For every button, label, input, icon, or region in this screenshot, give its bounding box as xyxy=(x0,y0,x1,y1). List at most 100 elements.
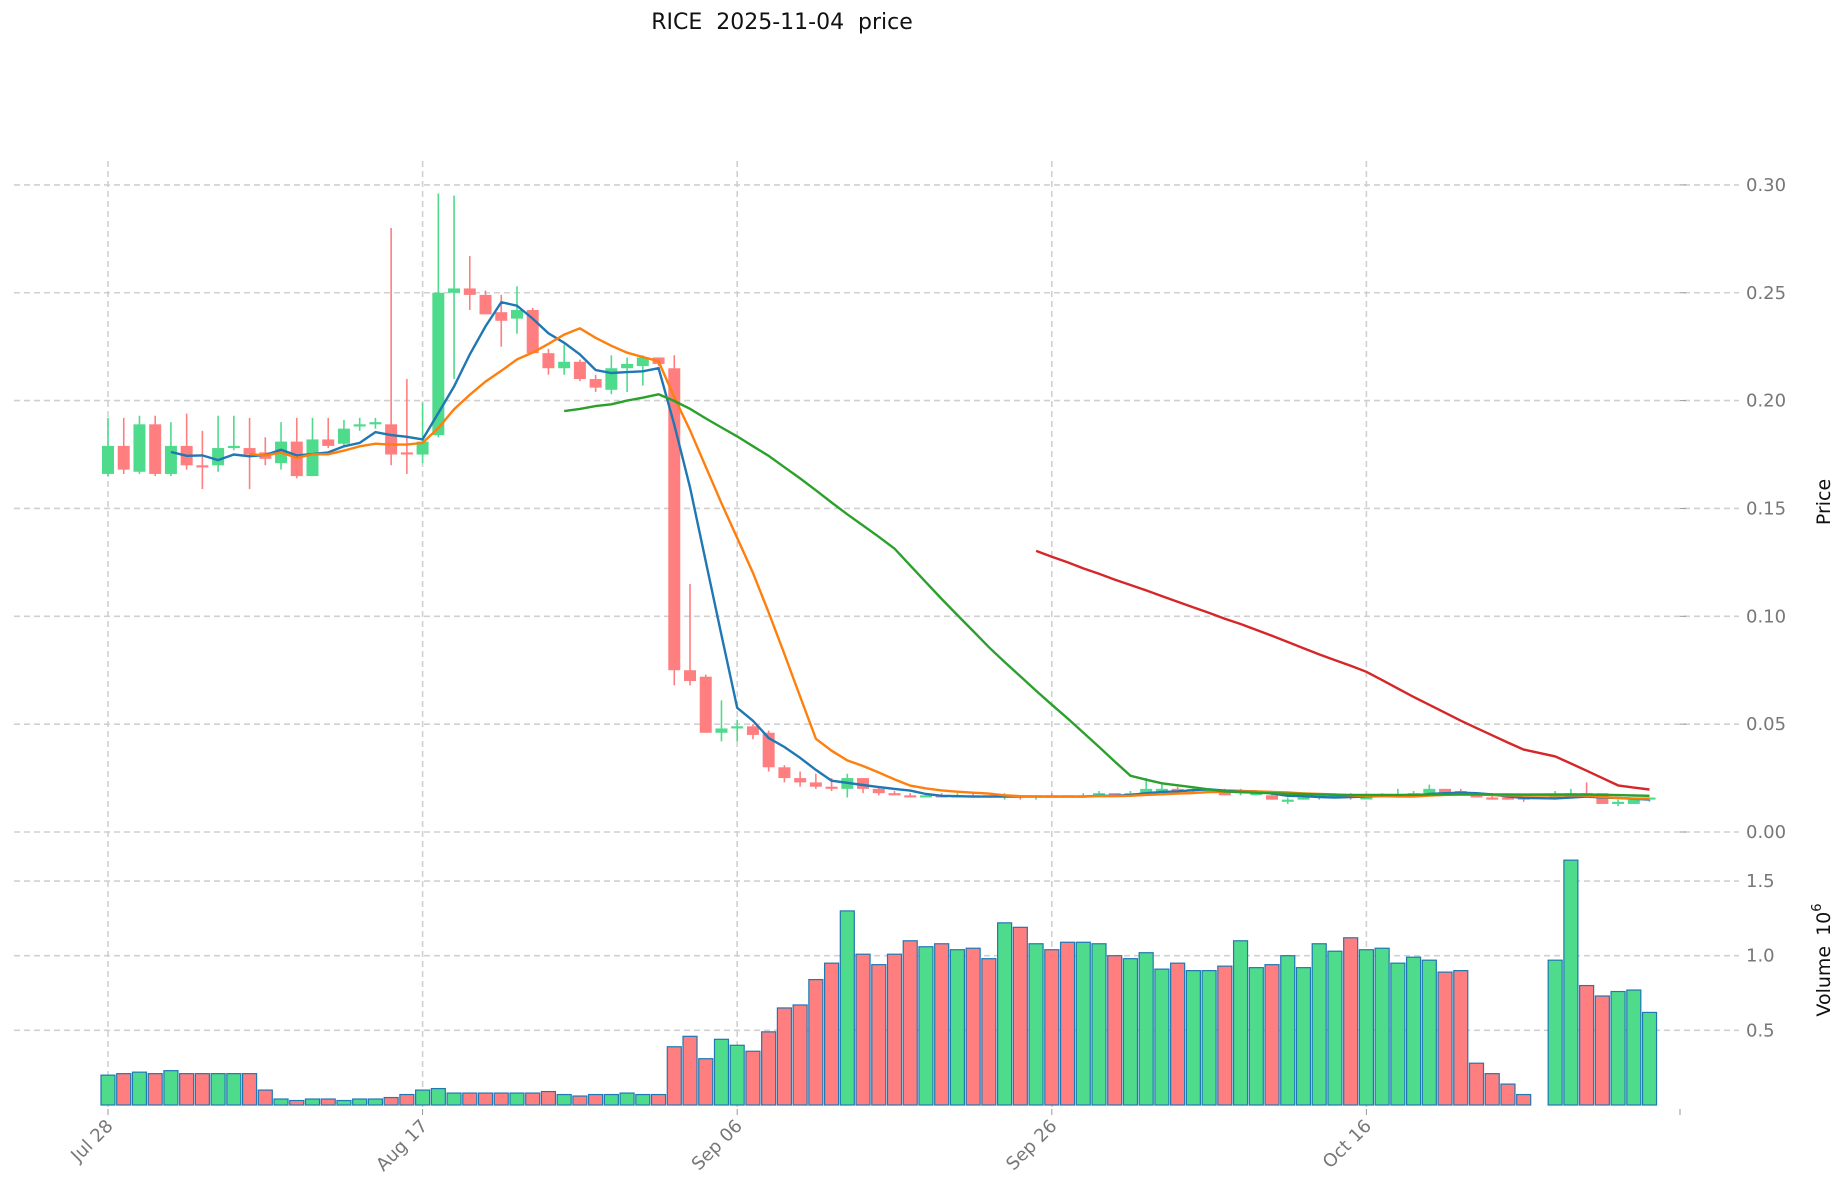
x-tick-label: Sep 06 xyxy=(688,1116,747,1175)
volume-bar xyxy=(1264,964,1280,1106)
volume-bar xyxy=(477,1092,494,1106)
volume-bar xyxy=(1563,859,1579,1106)
volume-bar xyxy=(603,1093,619,1106)
candle-body-up xyxy=(432,292,445,436)
candle-body-up xyxy=(1612,801,1625,804)
volume-tick-label: 1.5 xyxy=(1746,871,1775,892)
volume-bar xyxy=(619,1092,635,1106)
candle-body-down xyxy=(1266,795,1279,800)
candle-body-down xyxy=(479,294,492,315)
price-tick-label: 0.00 xyxy=(1746,822,1786,843)
volume-bar xyxy=(682,1035,698,1106)
candle-body-down xyxy=(117,445,130,470)
volume-bar xyxy=(525,1092,541,1106)
volume-bar xyxy=(839,910,855,1106)
candle-body-up xyxy=(164,445,177,474)
candle-body-up xyxy=(306,439,319,477)
volume-bar xyxy=(1295,967,1312,1106)
volume-bars xyxy=(100,859,1658,1106)
candle-body-up xyxy=(621,363,634,369)
candle-body-down xyxy=(385,424,398,455)
volume-bar xyxy=(131,1071,148,1106)
x-tick-label: Jul 28 xyxy=(66,1116,117,1167)
volume-bar xyxy=(147,1073,163,1106)
volume-bar xyxy=(792,1004,808,1106)
candle-body-down xyxy=(1218,791,1231,796)
volume-bar xyxy=(713,1038,730,1106)
candle-body-down xyxy=(1486,797,1499,800)
ma10-line xyxy=(249,326,1650,800)
volume-bar xyxy=(1217,965,1233,1106)
volume-bar xyxy=(1012,926,1028,1106)
volume-bar xyxy=(257,1089,273,1106)
candle-body-down xyxy=(495,312,508,321)
volume-bar xyxy=(540,1090,557,1106)
volume-bar xyxy=(1516,1093,1532,1106)
volume-bar xyxy=(1327,950,1343,1106)
volume-bar xyxy=(871,964,887,1106)
volume-bar xyxy=(1044,949,1060,1106)
volume-bar xyxy=(855,953,871,1106)
volume-bar xyxy=(1311,943,1327,1106)
volume-bar xyxy=(949,949,966,1106)
volume-bar xyxy=(1059,941,1076,1106)
volume-bar xyxy=(163,1070,179,1106)
volume-bar xyxy=(1374,947,1390,1106)
candle-body-up xyxy=(353,424,366,427)
candle-body-down xyxy=(746,726,759,735)
candle-body-down xyxy=(400,452,413,455)
volume-bar xyxy=(1075,941,1091,1106)
candle-body-down xyxy=(149,424,162,474)
candle-body-down xyxy=(762,732,775,768)
candle-body-down xyxy=(573,361,586,380)
candle-body-up xyxy=(337,428,350,444)
candle-body-down xyxy=(589,379,602,388)
candle-body-down xyxy=(1108,793,1121,796)
volume-bar xyxy=(1453,970,1469,1106)
moving-average-lines xyxy=(170,300,1650,801)
volume-bar xyxy=(698,1058,714,1106)
candle-body-up xyxy=(416,441,429,455)
candle-body-up xyxy=(1360,797,1373,800)
volume-bar xyxy=(666,1046,682,1106)
volume-bar xyxy=(776,1007,792,1106)
volume-bar xyxy=(934,943,950,1106)
volume-bar xyxy=(1201,970,1217,1106)
volume-bar xyxy=(1626,989,1642,1106)
volume-bar xyxy=(226,1073,242,1106)
candle-body-up xyxy=(369,422,382,425)
candle-body-up xyxy=(1281,799,1294,802)
ma60-line xyxy=(1035,549,1650,791)
price-tick-label: 0.20 xyxy=(1746,391,1786,412)
candle-body-down xyxy=(888,793,901,796)
volume-bar xyxy=(1594,995,1610,1106)
candle-body-down xyxy=(1171,788,1184,792)
volume-bar xyxy=(886,953,903,1106)
ma30-line xyxy=(564,393,1650,797)
volume-bar xyxy=(902,940,918,1106)
volume-bar xyxy=(761,1031,777,1106)
volume-bar xyxy=(1390,962,1406,1106)
volume-bar xyxy=(1468,1062,1485,1106)
volume-bar xyxy=(1154,968,1170,1106)
candle-body-down xyxy=(322,439,335,446)
volume-bar xyxy=(556,1093,572,1106)
candle-body-down xyxy=(904,795,917,798)
volume-bar xyxy=(1343,937,1359,1106)
volume-bar xyxy=(352,1098,368,1106)
candle-body-down xyxy=(872,788,885,794)
volume-bar xyxy=(1185,970,1201,1106)
candle-body-down xyxy=(684,670,697,682)
grid-lines xyxy=(14,161,1739,1115)
volume-bar xyxy=(1122,958,1139,1106)
volume-bar xyxy=(1405,956,1422,1106)
candle-body-down xyxy=(1439,788,1452,794)
volume-axis-label-base: 10 xyxy=(1813,912,1835,936)
volume-bar xyxy=(997,922,1013,1106)
volume-bar xyxy=(1500,1083,1516,1106)
candle-body-up xyxy=(1155,788,1168,792)
volume-bar xyxy=(415,1089,431,1106)
candle-body-up xyxy=(1140,788,1153,794)
volume-bar xyxy=(965,947,981,1106)
volume-bar xyxy=(194,1073,210,1106)
